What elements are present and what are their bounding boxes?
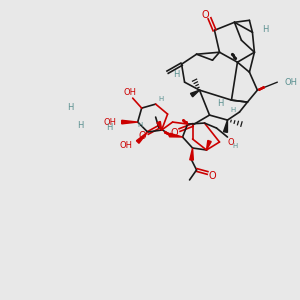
Text: H: H [137,122,143,128]
Text: H: H [262,25,269,34]
Text: OH: OH [120,140,133,149]
Polygon shape [122,120,138,124]
Text: OH: OH [123,88,136,97]
Polygon shape [206,140,211,150]
Polygon shape [169,133,183,137]
Text: O: O [171,128,178,138]
Text: H: H [233,143,238,149]
Text: H: H [217,99,224,108]
Text: H: H [76,121,83,130]
Text: OH: OH [284,78,297,87]
Text: OH: OH [104,118,117,127]
Polygon shape [190,148,193,160]
Text: H: H [173,70,180,79]
Polygon shape [157,122,162,130]
Text: O: O [209,171,216,181]
Text: H: H [106,123,113,132]
Text: O: O [139,131,146,141]
Polygon shape [136,132,148,143]
Text: H: H [158,96,163,102]
Text: H: H [67,103,73,112]
Polygon shape [190,90,200,97]
Text: H: H [231,107,236,113]
Text: O: O [202,10,209,20]
Polygon shape [224,120,227,132]
Text: O: O [227,137,234,146]
